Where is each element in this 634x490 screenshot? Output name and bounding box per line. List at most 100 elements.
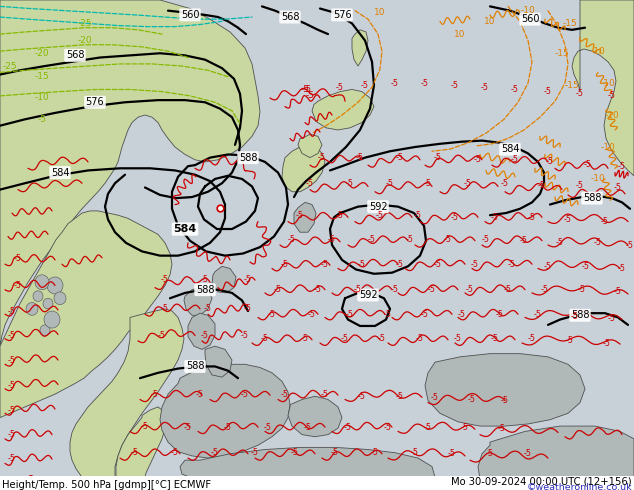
Text: -5: -5 <box>161 274 169 284</box>
Text: -5: -5 <box>358 392 366 401</box>
Text: 588: 588 <box>196 285 214 295</box>
Text: 576: 576 <box>333 10 351 20</box>
Text: -5: -5 <box>584 160 592 169</box>
Text: 592: 592 <box>359 290 377 300</box>
Circle shape <box>44 311 60 328</box>
Text: -15: -15 <box>565 81 579 90</box>
Polygon shape <box>116 407 165 490</box>
Polygon shape <box>212 266 236 293</box>
Text: -5: -5 <box>391 285 399 294</box>
Text: -5: -5 <box>544 262 552 271</box>
Polygon shape <box>312 90 374 130</box>
Text: -5: -5 <box>618 162 626 171</box>
Text: -5: -5 <box>8 331 16 340</box>
Text: -5: -5 <box>458 310 466 318</box>
Polygon shape <box>288 396 342 437</box>
Text: -5: -5 <box>421 78 429 88</box>
Text: -5: -5 <box>184 423 192 432</box>
Text: -5: -5 <box>241 390 249 399</box>
Text: -5: -5 <box>578 285 586 294</box>
Polygon shape <box>352 30 368 66</box>
Text: -5: -5 <box>534 310 542 318</box>
Circle shape <box>40 325 50 336</box>
Text: -25: -25 <box>3 62 17 71</box>
Text: -15: -15 <box>35 72 49 81</box>
Text: -10: -10 <box>605 111 619 120</box>
Text: -5: -5 <box>288 235 296 244</box>
Text: -5: -5 <box>301 334 309 343</box>
Text: -5: -5 <box>336 211 344 220</box>
Text: -5: -5 <box>498 424 506 433</box>
Text: -5: -5 <box>196 390 204 399</box>
Text: -5: -5 <box>448 449 456 458</box>
Text: -5: -5 <box>224 423 232 432</box>
Text: -15: -15 <box>562 19 578 28</box>
Text: -5: -5 <box>618 264 626 273</box>
Polygon shape <box>160 364 290 458</box>
Polygon shape <box>70 309 184 490</box>
Text: -5: -5 <box>501 179 509 188</box>
Text: 568: 568 <box>66 50 84 60</box>
Text: 576: 576 <box>86 97 105 107</box>
Text: -5: -5 <box>328 235 336 244</box>
Text: -5: -5 <box>201 274 209 284</box>
Text: -5: -5 <box>358 260 366 269</box>
Text: -5: -5 <box>8 406 16 415</box>
Text: -5: -5 <box>504 285 512 294</box>
Text: -5: -5 <box>511 155 519 164</box>
Text: -5: -5 <box>414 211 422 220</box>
Text: -5: -5 <box>296 211 304 220</box>
Text: 592: 592 <box>369 202 387 212</box>
Circle shape <box>47 277 63 294</box>
Text: 560: 560 <box>181 10 199 20</box>
Text: -5: -5 <box>424 423 432 432</box>
Polygon shape <box>572 0 634 176</box>
Circle shape <box>43 298 53 309</box>
Text: -5: -5 <box>361 81 369 90</box>
Polygon shape <box>282 145 325 192</box>
Text: 560: 560 <box>521 14 540 24</box>
Text: -5: -5 <box>614 287 622 296</box>
Text: -5: -5 <box>301 85 309 94</box>
Text: -5: -5 <box>368 235 376 244</box>
Text: -5: -5 <box>264 423 272 432</box>
Text: -5: -5 <box>318 153 326 162</box>
Text: -5: -5 <box>321 390 329 399</box>
Text: -5: -5 <box>244 274 252 284</box>
Text: -5: -5 <box>421 310 429 318</box>
Text: -5: -5 <box>411 448 419 457</box>
Text: -5: -5 <box>314 285 322 294</box>
Text: -5: -5 <box>501 396 509 405</box>
Polygon shape <box>205 346 232 377</box>
Text: -5: -5 <box>8 356 16 365</box>
Text: 588: 588 <box>583 193 601 203</box>
Text: -5: -5 <box>384 423 392 432</box>
Text: -5: -5 <box>461 423 469 432</box>
Text: -5: -5 <box>37 115 46 124</box>
Text: -5: -5 <box>524 449 532 458</box>
Text: -5: -5 <box>14 254 22 263</box>
Text: -5: -5 <box>336 83 344 92</box>
Text: -5: -5 <box>396 260 404 269</box>
Text: 588: 588 <box>239 153 257 163</box>
Text: -5: -5 <box>131 448 139 457</box>
Text: -5: -5 <box>468 395 476 404</box>
Text: -5: -5 <box>576 181 584 190</box>
Circle shape <box>35 275 49 290</box>
Text: -5: -5 <box>541 285 549 294</box>
Text: -5: -5 <box>346 310 354 318</box>
Text: -5: -5 <box>474 155 482 164</box>
Text: -5: -5 <box>431 393 439 402</box>
Polygon shape <box>294 202 316 232</box>
Text: -5: -5 <box>614 183 622 192</box>
Text: -5: -5 <box>356 153 364 162</box>
Text: -5: -5 <box>434 260 442 269</box>
Polygon shape <box>0 0 260 346</box>
Bar <box>0 476 634 490</box>
Text: -5: -5 <box>481 83 489 92</box>
Text: 588: 588 <box>571 310 589 320</box>
Text: -5: -5 <box>268 310 276 318</box>
Text: -10: -10 <box>600 78 616 88</box>
Text: -5: -5 <box>603 339 611 347</box>
Text: -5: -5 <box>466 285 474 294</box>
